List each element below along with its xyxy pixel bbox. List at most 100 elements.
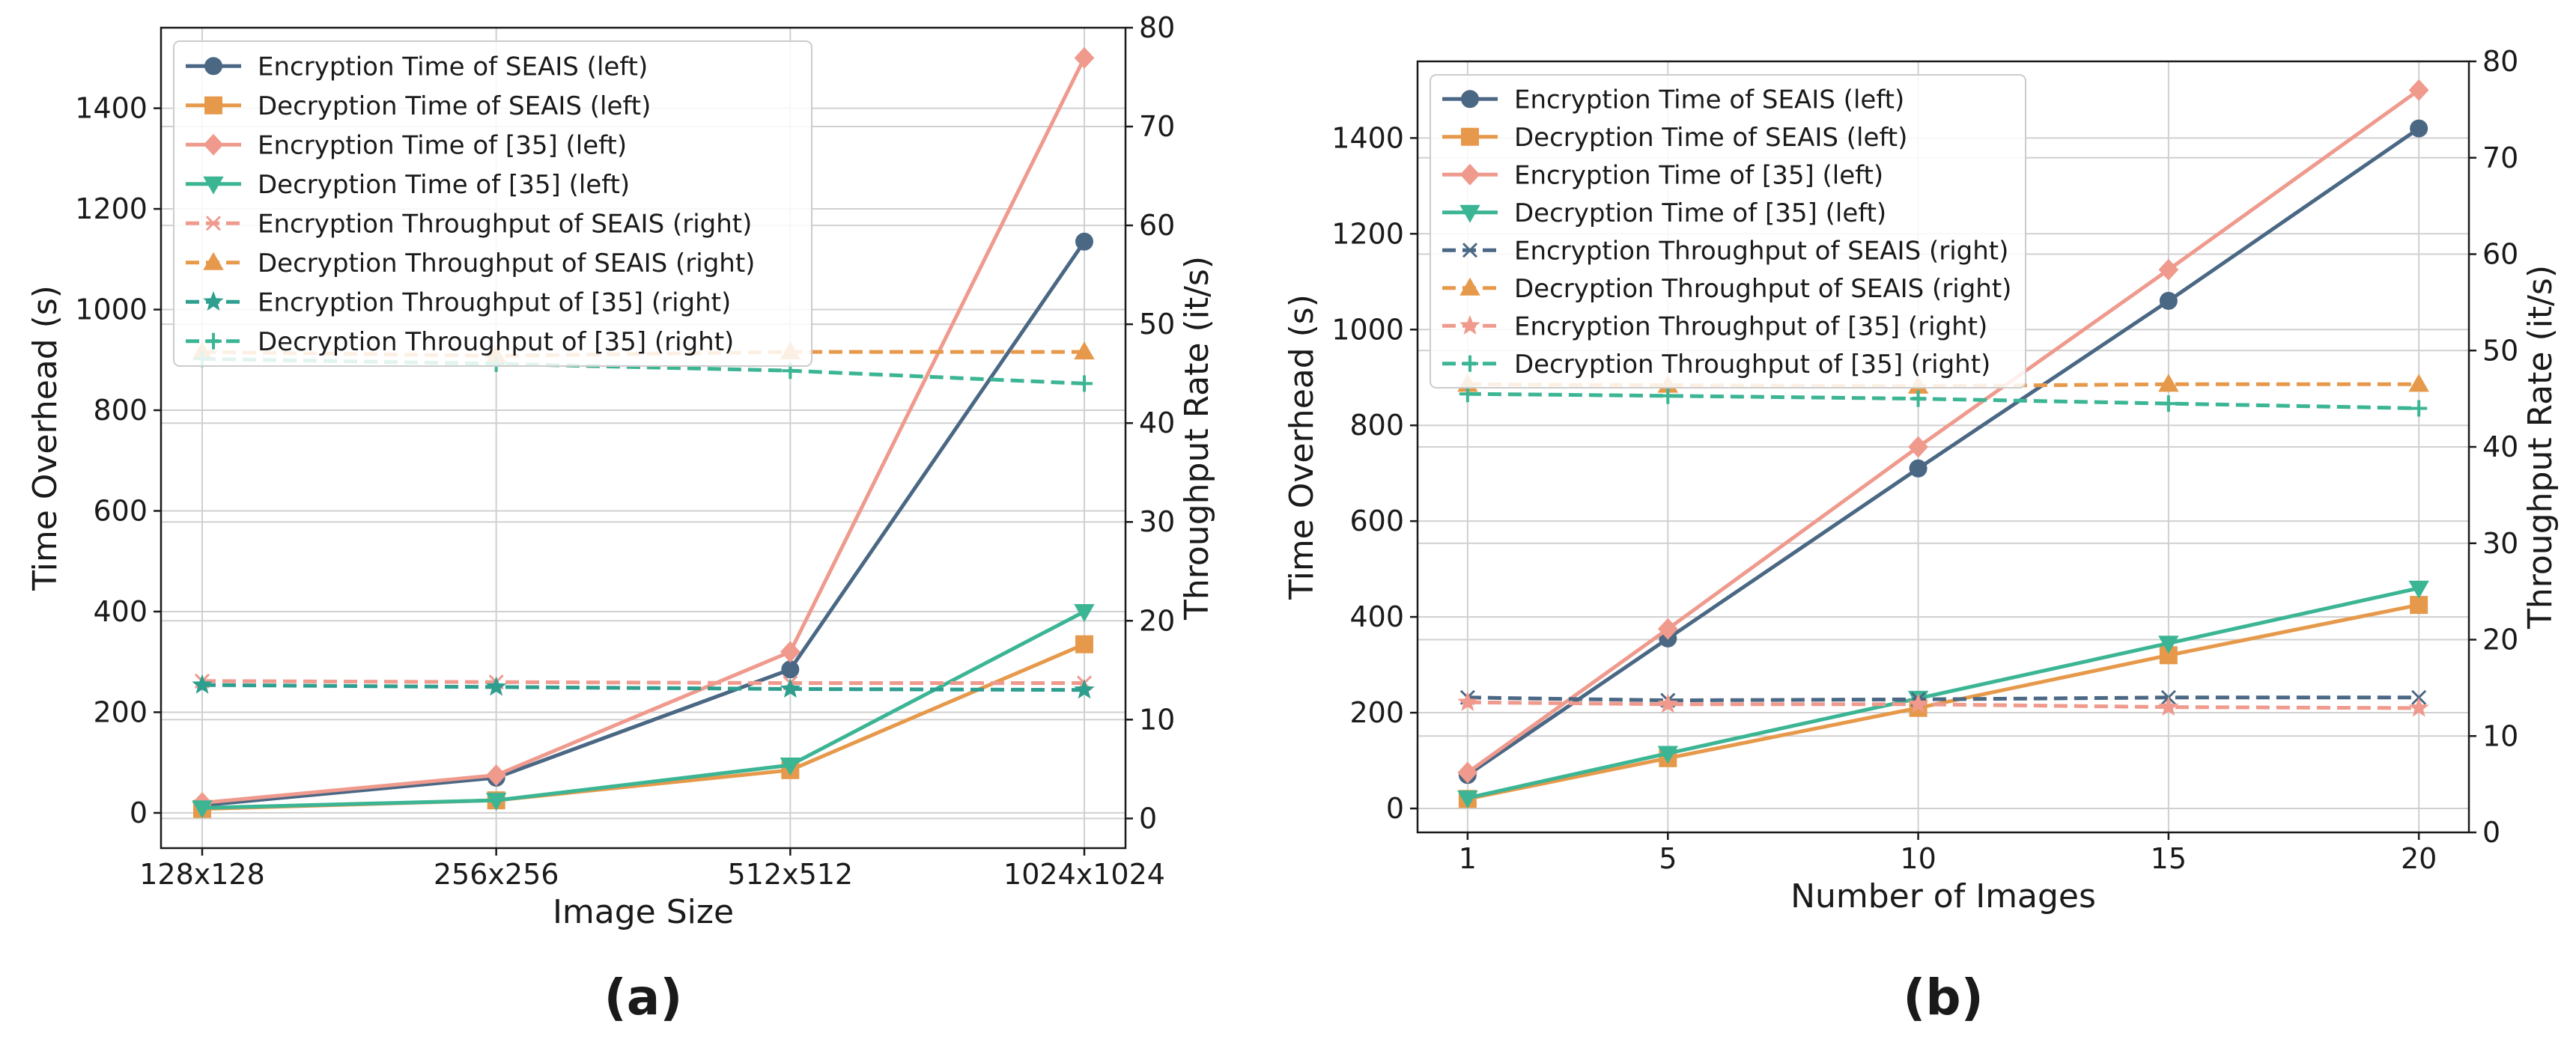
x-tick-label: 256x256 bbox=[434, 858, 559, 891]
data-point bbox=[1657, 693, 1678, 713]
y-tick-label-right: 30 bbox=[2482, 527, 2518, 560]
legend-label: Decryption Throughput of [35] (right) bbox=[1514, 350, 1990, 380]
y-tick-label-left: 400 bbox=[1349, 600, 1404, 633]
series-line-5 bbox=[201, 679, 1084, 685]
legend-marker bbox=[203, 133, 224, 156]
series-line-8 bbox=[1467, 392, 2419, 410]
data-point bbox=[1657, 618, 1678, 640]
y-tick-label-left: 1200 bbox=[1331, 217, 1404, 250]
y-tick-label-right: 20 bbox=[1139, 604, 1175, 637]
data-point bbox=[1075, 232, 1093, 251]
y-tick-label-left: 1200 bbox=[75, 192, 148, 225]
data-point bbox=[1908, 436, 1928, 458]
y-tick-label-left: 1400 bbox=[1331, 121, 1404, 154]
y-tick-label-left: 0 bbox=[1386, 792, 1404, 825]
chart-panel-b: 1 5 10 15 2002004006008001000120014000102030… bbox=[1283, 45, 2560, 1026]
y-tick-label-left: 1000 bbox=[1331, 313, 1404, 346]
y-tick-label-left: 0 bbox=[130, 796, 148, 829]
y-tick-label-right: 80 bbox=[2482, 45, 2518, 78]
series-line-4 bbox=[201, 609, 1086, 810]
x-tick-label: 5 bbox=[1659, 842, 1677, 875]
y-tick-label-right: 40 bbox=[2482, 430, 2518, 463]
plot-frame bbox=[160, 26, 1127, 850]
legend-label: Encryption Throughput of [35] (right) bbox=[258, 287, 731, 317]
data-point bbox=[2158, 374, 2179, 392]
data-point bbox=[780, 641, 801, 663]
data-point bbox=[1907, 693, 1929, 713]
y-tick-label-right: 50 bbox=[1139, 308, 1175, 341]
legend-label: Encryption Time of SEAIS (left) bbox=[258, 52, 648, 82]
x-tick-label: 1 bbox=[1459, 842, 1477, 875]
legend-box bbox=[173, 40, 812, 367]
series-line-3 bbox=[201, 57, 1087, 805]
data-point bbox=[1074, 341, 1095, 360]
legend-marker bbox=[1461, 127, 1479, 146]
x-axis-title: Number of Images bbox=[1790, 877, 2096, 916]
legend-marker bbox=[204, 96, 222, 115]
legend-marker bbox=[205, 332, 222, 350]
y-tick-label-left: 400 bbox=[93, 595, 148, 628]
legend: Encryption Time of SEAIS (left) Decryptio… bbox=[1430, 74, 2026, 389]
legend-marker bbox=[203, 290, 224, 311]
legend-marker bbox=[1459, 277, 1480, 296]
series-line-4 bbox=[1467, 586, 2419, 800]
data-point bbox=[781, 660, 800, 679]
data-point bbox=[1074, 679, 1095, 699]
legend-label: Decryption Throughput of [35] (right) bbox=[258, 327, 734, 357]
chart-panel-a: 128x128 256x256 512x512 1024x10240200400600… bbox=[26, 11, 1216, 1026]
data-point bbox=[2160, 395, 2177, 412]
legend-marker bbox=[205, 216, 222, 231]
y-tick-label-right: 0 bbox=[1139, 802, 1157, 835]
data-point bbox=[1074, 46, 1095, 69]
data-point bbox=[2158, 636, 2179, 654]
y-tick-label-left: 800 bbox=[1349, 409, 1404, 442]
x-tick-label: 512x512 bbox=[728, 858, 854, 891]
y-tick-label-right: 60 bbox=[1139, 209, 1175, 242]
legend-label: Encryption Throughput of SEAIS (right) bbox=[1514, 236, 2008, 266]
data-point bbox=[1075, 635, 1093, 654]
data-point bbox=[192, 674, 213, 694]
y-tick-label-right: 70 bbox=[1139, 110, 1175, 143]
data-point bbox=[485, 676, 507, 696]
legend-marker bbox=[203, 176, 224, 195]
x-tick-label: 20 bbox=[2401, 842, 2437, 875]
y-axis-title-left: Time Overhead (s) bbox=[26, 285, 64, 591]
legend-label: Encryption Time of [35] (left) bbox=[258, 130, 627, 160]
y-tick-label-right: 60 bbox=[2482, 238, 2518, 271]
data-point bbox=[780, 677, 801, 698]
data-point bbox=[2410, 596, 2428, 615]
data-point bbox=[1910, 390, 1927, 407]
legend-marker bbox=[1462, 355, 1478, 372]
data-point bbox=[1074, 603, 1095, 622]
data-point bbox=[2158, 258, 2179, 281]
legend-label: Encryption Time of SEAIS (left) bbox=[1514, 85, 1904, 115]
data-point bbox=[485, 793, 507, 811]
x-tick-label: 15 bbox=[2151, 842, 2187, 875]
data-point bbox=[1457, 790, 1478, 808]
data-point bbox=[486, 764, 507, 786]
y-tick-label-right: 50 bbox=[2482, 334, 2518, 367]
panel-label: (b) bbox=[1903, 969, 1984, 1026]
x-tick-label: 1024x1024 bbox=[1003, 858, 1165, 891]
data-point bbox=[1657, 746, 1679, 764]
legend-label: Encryption Time of [35] (left) bbox=[1514, 160, 1883, 190]
legend-marker bbox=[203, 252, 224, 270]
data-point bbox=[2408, 79, 2429, 101]
data-point bbox=[192, 800, 213, 819]
legend-marker bbox=[1459, 163, 1480, 186]
series-line-5 bbox=[1467, 695, 2419, 703]
y-tick-label-left: 200 bbox=[1349, 696, 1404, 729]
data-point bbox=[1659, 387, 1677, 404]
series-line-7 bbox=[201, 683, 1085, 692]
data-point bbox=[1076, 375, 1093, 392]
legend-marker bbox=[1461, 90, 1479, 109]
legend-marker bbox=[1459, 204, 1480, 223]
legend-label: Encryption Throughput of [35] (right) bbox=[1514, 311, 1987, 341]
data-point bbox=[1909, 459, 1928, 478]
y-tick-label-left: 800 bbox=[93, 394, 148, 427]
y-tick-label-right: 10 bbox=[2482, 719, 2518, 752]
series-line-7 bbox=[1467, 700, 2419, 710]
legend-marker bbox=[1459, 314, 1480, 335]
y-tick-label-right: 70 bbox=[2482, 141, 2518, 174]
legend-label: Decryption Time of [35] (left) bbox=[1514, 198, 1886, 228]
